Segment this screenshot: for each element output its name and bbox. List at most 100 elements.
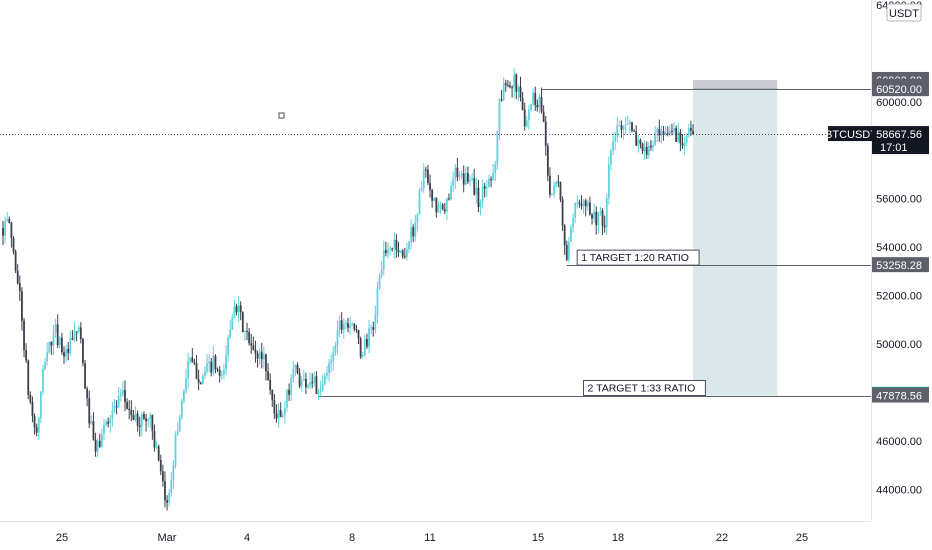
candle-body	[658, 128, 661, 136]
candle-body	[235, 306, 238, 313]
candle-body	[593, 211, 596, 219]
candle-body	[208, 361, 211, 364]
candle-body	[300, 380, 303, 387]
last-price-text: 58667.56	[876, 129, 922, 141]
candle-body	[677, 132, 680, 142]
candle-body	[525, 120, 528, 127]
symbol-flag[interactable]: BTCUSDT	[825, 126, 877, 142]
candle-body	[650, 145, 652, 148]
candle-body	[204, 371, 206, 377]
candle-body	[193, 362, 196, 364]
candle-body	[178, 416, 181, 432]
candle-body	[485, 187, 488, 189]
candle-body	[286, 389, 288, 408]
candle-body	[553, 184, 556, 194]
candle-body	[225, 355, 227, 370]
candle-body	[443, 209, 446, 212]
price-flag-47878.56: 47878.56	[872, 387, 929, 403]
target-label-2[interactable]: 2 TARGET 1:33 RATIO	[583, 380, 706, 397]
candle-body	[536, 104, 539, 108]
candle-body	[500, 99, 503, 101]
candle-body	[12, 237, 15, 252]
price-flag-box	[872, 81, 929, 97]
candle-body	[427, 169, 429, 184]
candle-body	[540, 97, 543, 112]
candle-body	[75, 331, 78, 333]
candle-body	[363, 339, 366, 356]
candle-body	[260, 352, 263, 360]
candle-body	[671, 131, 673, 133]
candle-body	[515, 74, 518, 92]
candle-body	[187, 361, 190, 379]
candle-body	[340, 320, 343, 330]
candle-body	[578, 202, 581, 205]
candle-body	[521, 97, 524, 110]
candle-body	[237, 305, 240, 313]
candle-body	[73, 331, 76, 340]
candle-body	[6, 218, 9, 221]
candle-body	[498, 99, 501, 131]
candle-body	[424, 169, 427, 171]
candle-body	[366, 339, 368, 347]
candle-body	[96, 440, 99, 452]
candle-body	[2, 227, 4, 236]
candle-body	[454, 167, 457, 179]
candle-body	[63, 352, 65, 357]
candle-body	[475, 187, 478, 195]
price-axis: 64000.0060000.0058000.0056000.0054000.00…	[825, 0, 932, 550]
candle-body	[248, 331, 251, 344]
target-label-text: 1 TARGET 1:20 RATIO	[581, 252, 689, 264]
candle-body	[517, 86, 520, 92]
annotations: 1 TARGET 1:20 RATIO 2 TARGET 1:33 RATIO	[576, 249, 706, 397]
candle-body	[370, 327, 373, 329]
candle-body	[433, 197, 436, 201]
candle-body	[44, 361, 46, 369]
candle-body	[279, 409, 282, 418]
candle-body	[88, 398, 91, 424]
candle-body	[666, 132, 669, 134]
candle-body	[624, 124, 627, 126]
candle-body	[16, 270, 19, 284]
target-label-1[interactable]: 1 TARGET 1:20 RATIO	[576, 249, 700, 266]
candle-body	[157, 446, 160, 461]
candle-body	[502, 83, 505, 100]
candle-body	[509, 85, 511, 88]
candle-body	[610, 150, 612, 165]
candle-body	[601, 210, 604, 226]
candle-body	[185, 378, 187, 391]
candle-body	[170, 479, 173, 493]
candle-body	[151, 414, 154, 431]
candle-body	[565, 245, 568, 260]
candle-body	[584, 200, 587, 207]
price-tick-label: 60000.00	[876, 97, 922, 109]
time-tick-label: 25	[56, 532, 68, 544]
currency-label[interactable]: USDT	[886, 3, 922, 22]
candle-body	[321, 384, 324, 390]
candle-body	[305, 378, 307, 388]
candle-body	[172, 465, 175, 480]
candle-body	[212, 355, 215, 373]
candle-body	[252, 345, 255, 350]
candle-body	[679, 132, 682, 144]
candle-body	[635, 131, 638, 146]
candle-body	[616, 125, 619, 137]
candle-body	[330, 360, 333, 364]
target-label-box	[576, 249, 700, 266]
candle-body	[572, 217, 574, 228]
profit-zone	[693, 89, 778, 396]
drawing-handle-icon[interactable]	[278, 112, 285, 119]
candle-body	[580, 204, 583, 206]
candle-body	[626, 123, 629, 125]
candle-body	[488, 179, 490, 188]
candle-body	[597, 212, 600, 226]
candle-body	[71, 338, 74, 340]
candle-body	[687, 128, 690, 136]
price-flag-box	[872, 257, 929, 273]
candle-body	[620, 125, 623, 130]
candle-body	[435, 197, 438, 213]
candle-body	[639, 140, 642, 144]
candle-body	[317, 392, 320, 394]
